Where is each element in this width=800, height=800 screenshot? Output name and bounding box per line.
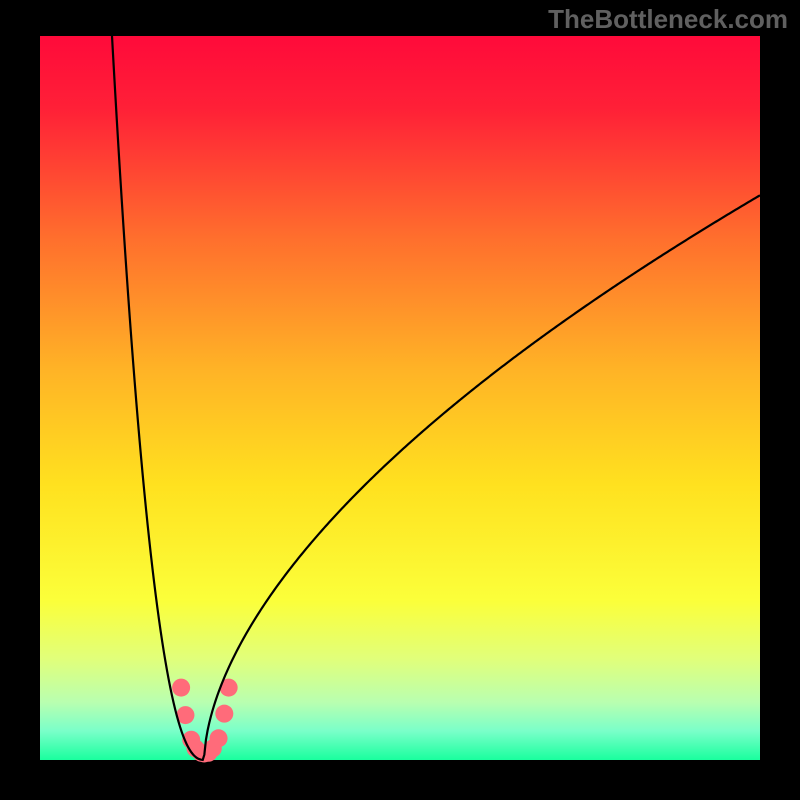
plot-overlay-svg — [0, 0, 800, 800]
data-marker — [215, 705, 233, 723]
watermark-text: TheBottleneck.com — [548, 4, 788, 35]
data-marker — [172, 679, 190, 697]
data-marker — [210, 729, 228, 747]
bottleneck-curve — [112, 36, 760, 760]
canvas: TheBottleneck.com — [0, 0, 800, 800]
